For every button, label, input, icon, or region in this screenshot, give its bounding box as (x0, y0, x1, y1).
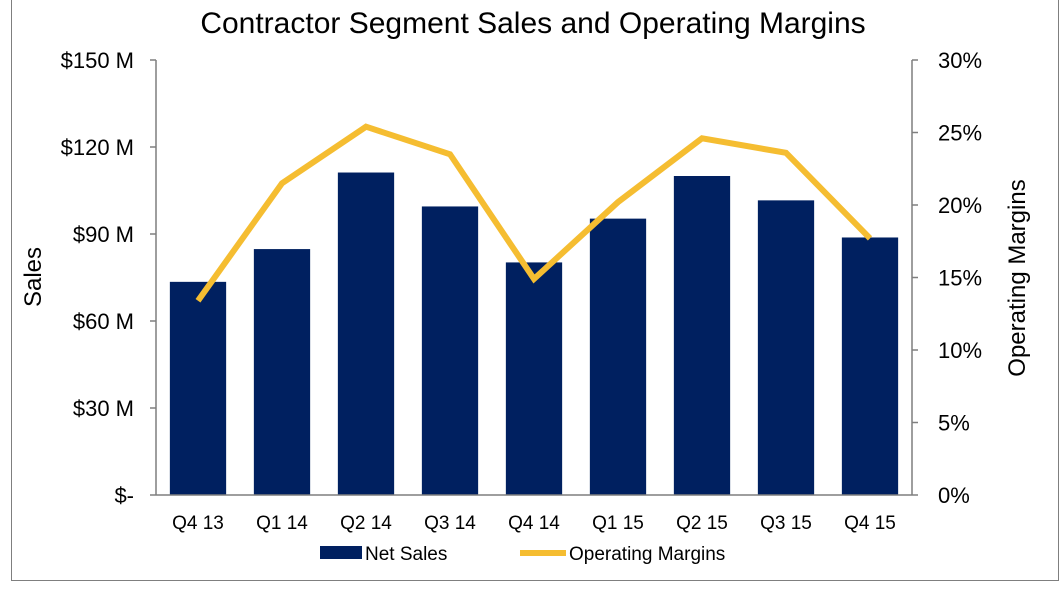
category-label: Q2 14 (340, 513, 392, 534)
right-axis-ticks: 0% 5% 10% 15% 20% 25% 30% (912, 48, 982, 508)
left-tick-label: $30 M (73, 396, 134, 421)
left-tick-label: $90 M (73, 222, 134, 247)
category-label: Q3 14 (424, 513, 476, 534)
left-tick-label: $150 M (61, 48, 134, 73)
bar-q2-14 (337, 172, 395, 495)
category-label: Q2 15 (676, 513, 728, 534)
right-tick-label: 15% (938, 266, 982, 291)
legend-swatch-net-sales (320, 546, 362, 559)
y2-axis-title: Operating Margins (1004, 179, 1031, 376)
right-tick-label: 20% (938, 193, 982, 218)
left-tick-label: $60 M (73, 309, 134, 334)
left-tick-label: $120 M (61, 135, 134, 160)
category-label: Q4 15 (844, 513, 896, 534)
left-tick-label: $- (114, 483, 134, 508)
left-axis-ticks: $- $30 M $60 M $90 M $120 M $150 M (61, 48, 156, 508)
bar-q4-13 (169, 281, 227, 495)
bar-q1-14 (253, 249, 311, 495)
legend-label-operating-margins: Operating Margins (569, 544, 725, 565)
category-label: Q1 15 (592, 513, 644, 534)
right-tick-label: 30% (938, 48, 982, 73)
y-axis-title: Sales (20, 247, 47, 307)
chart-frame (11, 0, 1059, 581)
bar-series (169, 172, 899, 496)
category-labels: Q4 13 Q1 14 Q2 14 Q3 14 Q4 14 Q1 15 Q2 15 Q3 15… (172, 513, 896, 534)
category-label: Q4 14 (508, 513, 560, 534)
line-series (195, 123, 873, 303)
right-tick-label: 5% (938, 411, 970, 436)
bar-q2-15 (673, 176, 731, 495)
right-tick-label: 0% (938, 483, 970, 508)
bar-q3-14 (421, 206, 479, 495)
category-label: Q1 14 (256, 513, 308, 534)
legend: Net Sales Operating Margins (320, 544, 725, 565)
bar-q1-15 (589, 218, 647, 495)
bar-q4-15 (841, 237, 899, 496)
category-label: Q3 15 (760, 513, 812, 534)
category-label: Q4 13 (172, 513, 224, 534)
right-tick-label: 25% (938, 121, 982, 146)
chart-title: Contractor Segment Sales and Operating M… (200, 7, 865, 40)
bar-q4-14 (505, 262, 563, 495)
right-tick-label: 10% (938, 338, 982, 363)
bar-q3-15 (757, 200, 815, 496)
legend-label-net-sales: Net Sales (365, 544, 447, 565)
